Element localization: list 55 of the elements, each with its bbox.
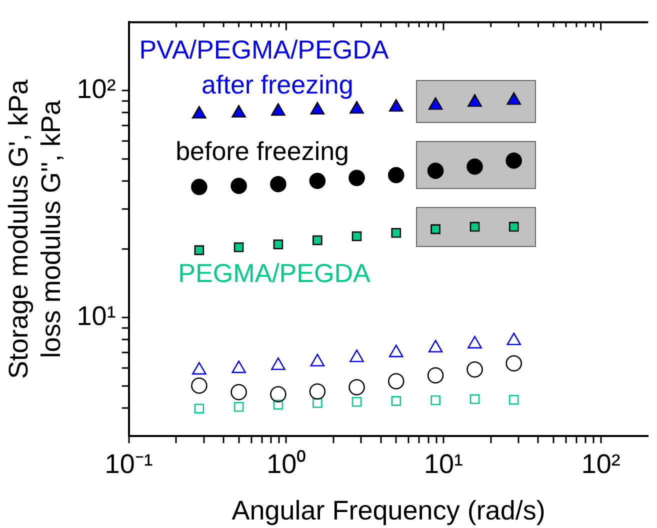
point [234, 402, 244, 412]
point [309, 383, 326, 400]
point [427, 162, 444, 179]
point [194, 245, 204, 256]
y-axis-title: Storage modulus G', kPa loss modulus G'', kPa [4, 78, 66, 379]
point [506, 152, 522, 169]
point [391, 396, 402, 406]
x-tick-label: 10⁰ [266, 448, 306, 479]
point [352, 396, 362, 407]
point [270, 386, 286, 402]
x-axis-title: Angular Frequency (rad/s) [232, 495, 546, 526]
x-tick-label: 10⁻¹ [104, 448, 153, 479]
point [391, 228, 402, 238]
point [428, 97, 443, 110]
point [192, 106, 206, 119]
point [194, 404, 204, 414]
point [352, 231, 362, 242]
point [270, 176, 286, 192]
point [312, 398, 322, 408]
x-tick-label: 10¹ [424, 448, 464, 479]
point [348, 379, 365, 396]
annotation: after freezing [202, 70, 354, 100]
point [234, 242, 244, 252]
point [468, 94, 482, 107]
annotation: PVA/PEGMA/PEGDA [139, 34, 390, 64]
point [470, 394, 480, 404]
point [273, 400, 284, 410]
point [230, 384, 247, 400]
point [230, 178, 247, 194]
point [232, 104, 246, 118]
point [388, 373, 404, 390]
point [508, 394, 519, 405]
point [312, 235, 322, 246]
point [470, 222, 480, 232]
point [310, 102, 325, 114]
point [191, 377, 208, 394]
x-tick-label: 10² [581, 448, 620, 479]
annotation: PEGMA/PEGDA [178, 258, 371, 288]
point [348, 170, 365, 186]
point [430, 224, 440, 234]
point [388, 166, 404, 184]
point [466, 361, 483, 378]
point [273, 239, 284, 250]
point [506, 92, 521, 105]
annotation: before freezing [176, 136, 350, 166]
point [191, 178, 208, 196]
point [388, 99, 404, 112]
point [430, 395, 440, 406]
point [508, 222, 519, 232]
point [506, 355, 522, 372]
point [350, 101, 364, 114]
point [466, 158, 483, 175]
point [427, 367, 444, 384]
point [309, 172, 326, 190]
point [271, 103, 286, 116]
